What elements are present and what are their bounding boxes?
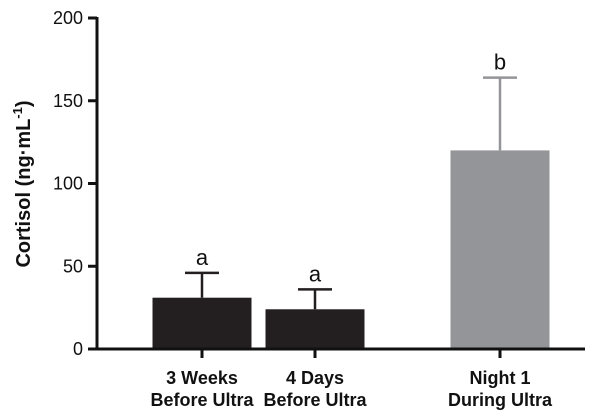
bar-2 <box>265 309 365 349</box>
x-tick-label-line: Before Ultra <box>150 390 254 410</box>
y-tick-label-100: 100 <box>53 174 83 194</box>
significance-label-2: a <box>309 261 322 286</box>
x-tick-label-3: Night 1 During Ultra <box>448 368 553 410</box>
y-axis-title: Cortisol (ng·mL-1) <box>10 100 35 267</box>
y-axis-title-main: Cortisol (ng·mL <box>13 119 35 268</box>
y-axis-title-close: ) <box>13 100 35 107</box>
x-tick-label-line: 4 Days <box>286 368 344 388</box>
significance-label-1: a <box>196 245 209 270</box>
x-tick-label-line: Before Ultra <box>263 390 367 410</box>
svg-text:Cortisol (ng·mL-1): Cortisol (ng·mL-1) <box>10 100 35 267</box>
x-tick-label-line: During Ultra <box>448 390 553 410</box>
y-tick-label-200: 200 <box>53 8 83 28</box>
bar-1 <box>152 297 252 349</box>
y-tick-label-150: 150 <box>53 91 83 111</box>
y-axis-title-superscript: -1 <box>10 107 25 119</box>
x-tick-label-1: 3 Weeks Before Ultra <box>150 368 254 410</box>
y-tick-label-50: 50 <box>63 256 83 276</box>
y-tick-label-0: 0 <box>73 339 83 359</box>
x-tick-label-line: 3 Weeks <box>166 368 238 388</box>
bar-3 <box>450 150 550 349</box>
x-tick-label-2: 4 Days Before Ultra <box>263 368 367 410</box>
significance-label-3: b <box>494 50 506 75</box>
x-tick-label-line: Night 1 <box>470 368 531 388</box>
